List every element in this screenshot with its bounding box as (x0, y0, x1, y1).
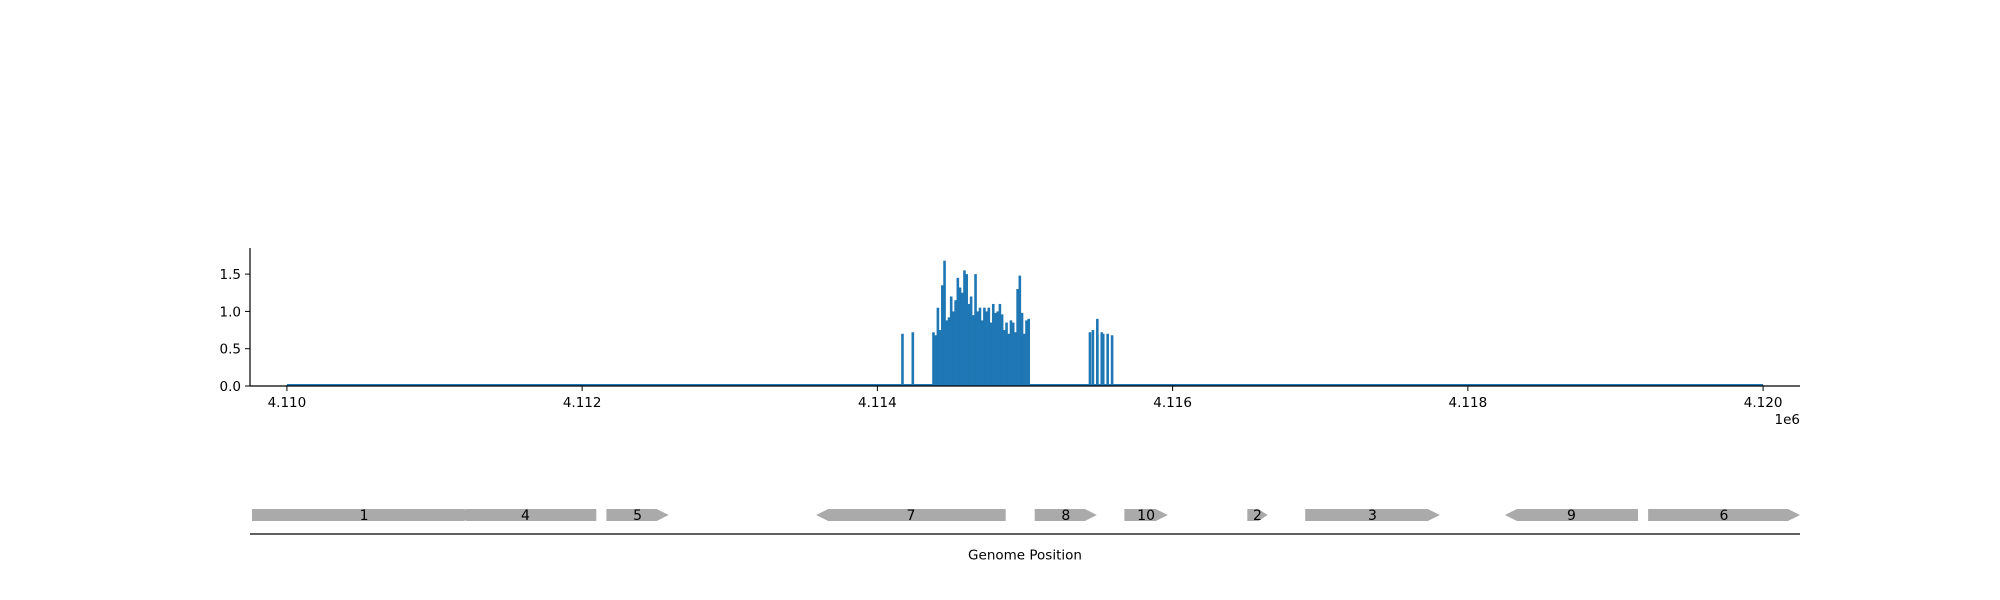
coverage-bar (963, 270, 966, 386)
gene-arrow (1247, 509, 1268, 521)
coverage-bar (932, 332, 935, 386)
gene-arrow (1034, 509, 1097, 521)
gene-label: 5 (633, 508, 642, 524)
gene-panel: 1 4 5 7 8 10 2 3 9 6 Genome Position (250, 508, 1800, 564)
coverage-bar (1022, 333, 1026, 386)
coverage-bar (989, 322, 993, 386)
coverage-bar (1000, 314, 1004, 386)
y-ticks: 0.0 0.5 1.0 1.5 (220, 267, 250, 395)
coverage-panel: 4.110 4.112 4.114 4.116 4.118 4.120 0.0 0.5 1.0… (220, 248, 1800, 428)
gene-label: 2 (1253, 508, 1262, 524)
coverage-bar (1011, 322, 1015, 386)
coverage-bar (960, 292, 964, 386)
y-tick-label: 0.0 (220, 379, 241, 395)
gene-label: 4 (521, 508, 530, 524)
coverage-bar (991, 303, 995, 386)
gene-label: 1 (360, 508, 369, 524)
y-tick-label: 1.0 (220, 304, 241, 320)
coverage-bar (1025, 320, 1028, 386)
coverage-bar (985, 311, 988, 386)
coverage-bar (1009, 320, 1013, 386)
coverage-bar (1003, 330, 1006, 386)
coverage-bar (958, 287, 962, 386)
gene-label: 8 (1061, 508, 1070, 524)
coverage-bar (1100, 332, 1104, 386)
x-ticks: 4.110 4.112 4.114 4.116 4.118 4.120 (268, 386, 1783, 411)
x-offset-label: 1e6 (1775, 412, 1800, 428)
coverage-bar (936, 307, 940, 386)
gene-label: 9 (1567, 508, 1576, 524)
coverage-bar (1018, 275, 1022, 386)
coverage-bar (956, 277, 960, 386)
coverage-bar (943, 260, 946, 386)
coverage-bar (1106, 333, 1109, 386)
coverage-bar (1110, 335, 1114, 386)
coverage-bar (934, 335, 937, 386)
coverage-bar (987, 307, 991, 386)
coverage-bar (1007, 333, 1011, 386)
coverage-bar (947, 317, 951, 386)
gene-arrow (1124, 509, 1168, 521)
coverage-bar (901, 333, 904, 386)
gene-label: 7 (907, 508, 916, 524)
gene-label: 6 (1720, 508, 1729, 524)
coverage-bar (945, 320, 949, 386)
coverage-bar (1091, 330, 1095, 386)
coverage-bar (983, 307, 986, 386)
coverage-bar (998, 303, 1002, 386)
coverage-bar (954, 300, 957, 386)
coverage-bar (949, 296, 953, 386)
gene-label: 3 (1368, 508, 1377, 524)
coverage-bar (1096, 318, 1099, 386)
coverage-bar (938, 330, 942, 386)
x-tick-label: 4.120 (1744, 395, 1783, 411)
gene-axis-label: Genome Position (968, 548, 1082, 564)
gene-arrow (1305, 509, 1440, 521)
coverage-bar (1016, 289, 1019, 386)
coverage-bar (974, 274, 977, 386)
coverage-bar (1005, 322, 1008, 386)
gene-arrow (816, 509, 1006, 521)
coverage-bar (978, 307, 982, 386)
gene-arrow (252, 509, 477, 521)
x-tick-label: 4.110 (268, 395, 307, 411)
coverage-bar (965, 274, 968, 386)
x-tick-label: 4.112 (563, 395, 602, 411)
x-tick-label: 4.118 (1449, 395, 1488, 411)
gene-arrow (454, 509, 597, 521)
gene-arrows: 1 4 5 7 8 10 2 3 9 6 (252, 508, 1800, 524)
gene-arrow (1648, 509, 1800, 521)
coverage-bar (952, 311, 955, 386)
coverage-bar (994, 312, 997, 386)
coverage-bars (901, 260, 1114, 386)
y-tick-label: 0.5 (220, 342, 241, 358)
gene-label: 10 (1137, 508, 1155, 524)
gene-arrow (606, 509, 669, 521)
coverage-bar (972, 315, 975, 386)
coverage-bar (980, 320, 984, 386)
coverage-bar (976, 311, 980, 386)
coverage-bar (1101, 333, 1105, 386)
coverage-bar (911, 332, 915, 386)
coverage-bar (996, 311, 999, 386)
coverage-bar (967, 303, 971, 386)
gene-arrow (1504, 509, 1638, 521)
x-tick-label: 4.116 (1153, 395, 1192, 411)
coverage-bar (969, 296, 973, 386)
coverage-bar (1020, 312, 1024, 386)
y-tick-label: 1.5 (220, 267, 241, 283)
x-tick-label: 4.114 (858, 395, 897, 411)
coverage-bar (941, 285, 944, 386)
coverage-bar (1088, 332, 1092, 386)
coverage-bar (1027, 318, 1030, 386)
coverage-bar (1014, 332, 1017, 386)
